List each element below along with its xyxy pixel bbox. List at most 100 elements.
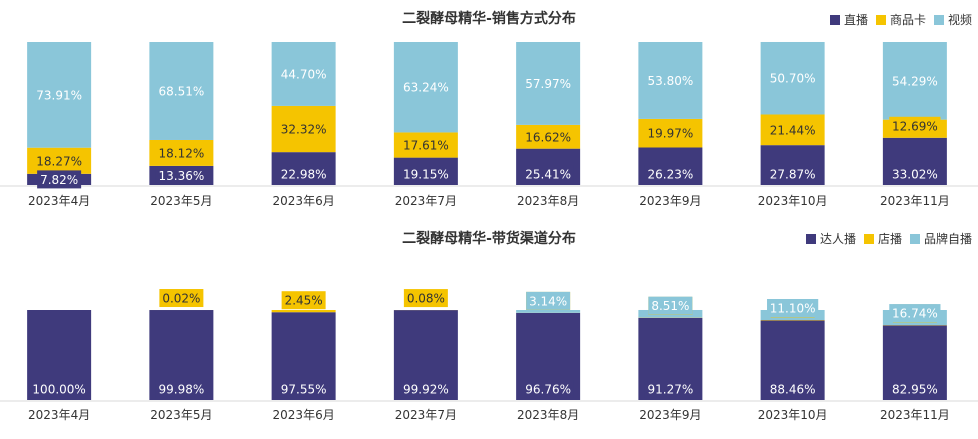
data-label-bg <box>159 289 204 308</box>
data-label-bg <box>767 298 819 317</box>
data-label-bg <box>278 64 330 83</box>
data-label: 22.98% <box>281 168 327 182</box>
legend-label: 品牌自播 <box>923 232 972 246</box>
x-tick-label: 2023年5月 <box>150 408 212 422</box>
bar-segment-2[interactable] <box>271 310 336 313</box>
x-tick-label: 2023年6月 <box>273 194 335 208</box>
data-label: 57.97% <box>525 77 571 91</box>
data-label-bg <box>155 166 207 185</box>
data-label-bg <box>33 151 85 170</box>
data-label-bg <box>278 380 330 398</box>
data-label: 16.62% <box>525 130 571 144</box>
data-label-bg <box>400 165 452 183</box>
legend-item-2[interactable]: 店播 <box>863 230 902 247</box>
chart-2-title: 二裂酵母精华-带货渠道分布 <box>402 231 576 247</box>
data-label: 3.14% <box>529 294 567 308</box>
legend-item-3[interactable]: 视频 <box>933 11 972 28</box>
data-label: 2.45% <box>285 294 323 308</box>
legend-swatch <box>863 233 874 244</box>
data-label-bg <box>522 380 574 398</box>
data-label-bg <box>644 380 696 398</box>
data-label: 99.98% <box>158 383 204 397</box>
chart-2-legend: 达人播 店播 品牌自播 <box>805 230 972 247</box>
data-label: 99.92% <box>403 383 449 397</box>
data-label: 32.32% <box>281 123 327 137</box>
x-tick-label: 2023年9月 <box>639 408 701 422</box>
data-label-bg <box>37 170 82 189</box>
data-label-bg <box>889 71 941 90</box>
data-label: 100.00% <box>32 383 85 397</box>
data-label: 19.15% <box>403 168 449 182</box>
legend-label: 达人播 <box>819 232 856 246</box>
chart-2-plot: 100.00% 2023年4月 99.98% 0.02% 2023年5月 97.55% 2.… <box>0 289 978 422</box>
data-label-bg <box>403 289 448 308</box>
data-label-bg <box>522 74 574 93</box>
data-label: 96.76% <box>525 383 571 397</box>
data-label: 0.02% <box>162 292 200 306</box>
data-label: 16.74% <box>892 307 938 321</box>
data-label-bg <box>33 85 85 104</box>
data-label: 25.41% <box>525 168 571 182</box>
legend-swatch <box>933 14 944 25</box>
chart-1-legend: 直播 商品卡 视频 <box>829 11 972 28</box>
data-label-bg <box>400 78 452 97</box>
data-label: 18.27% <box>36 154 82 168</box>
x-tick-label: 2023年5月 <box>150 194 212 208</box>
data-label-bg <box>522 127 574 146</box>
data-label-bg <box>644 124 696 143</box>
data-label: 53.80% <box>647 74 693 88</box>
data-label: 0.08% <box>407 292 445 306</box>
data-label: 11.10% <box>770 301 816 315</box>
legend-item-1[interactable]: 直播 <box>829 11 868 28</box>
data-label: 7.82% <box>40 173 78 187</box>
data-label: 50.70% <box>770 72 816 86</box>
data-label-bg <box>526 291 571 310</box>
x-tick-label: 2023年11月 <box>880 194 950 208</box>
data-label: 8.51% <box>651 299 689 313</box>
data-label-bg <box>278 120 330 139</box>
data-label: 44.70% <box>281 67 327 81</box>
data-label-bg <box>767 165 819 183</box>
data-label: 33.02% <box>892 168 938 182</box>
data-label: 68.51% <box>158 84 204 98</box>
data-label-bg <box>889 380 941 398</box>
data-label-bg <box>400 136 452 155</box>
x-tick-label: 2023年7月 <box>395 408 457 422</box>
data-label: 54.29% <box>892 74 938 88</box>
data-label: 88.46% <box>770 383 816 397</box>
data-label: 97.55% <box>281 383 327 397</box>
x-tick-label: 2023年11月 <box>880 408 950 422</box>
legend-swatch <box>805 233 816 244</box>
data-label: 18.12% <box>158 146 204 160</box>
legend-item-3[interactable]: 品牌自播 <box>909 230 972 247</box>
legend-swatch <box>909 233 920 244</box>
data-label-bg <box>155 143 207 162</box>
data-label: 27.87% <box>770 168 816 182</box>
data-label-bg <box>155 81 207 100</box>
data-label-bg <box>648 296 693 315</box>
data-label-bg <box>767 380 819 398</box>
x-tick-label: 2023年10月 <box>758 408 828 422</box>
data-label-bg <box>281 291 326 310</box>
bar-segment-3[interactable] <box>516 310 581 313</box>
data-label-bg <box>400 380 452 398</box>
data-label-bg <box>889 116 941 135</box>
data-label: 19.97% <box>647 127 693 141</box>
data-label-bg <box>889 165 941 183</box>
data-label-bg <box>889 304 941 323</box>
chart-1-plot: 7.82% 18.27% 73.91% 2023年4月 13.36% 18.12% 68.5… <box>0 41 978 208</box>
data-label-bg <box>278 165 330 183</box>
x-tick-label: 2023年4月 <box>28 194 90 208</box>
data-label: 17.61% <box>403 139 449 153</box>
data-label: 73.91% <box>36 88 82 102</box>
data-label: 21.44% <box>770 123 816 137</box>
data-label: 13.36% <box>158 169 204 183</box>
data-label-bg <box>155 380 207 398</box>
legend-label: 店播 <box>877 232 902 246</box>
data-label-bg <box>644 71 696 90</box>
x-tick-label: 2023年9月 <box>639 194 701 208</box>
legend-item-1[interactable]: 达人播 <box>805 230 856 247</box>
data-label: 26.23% <box>647 168 693 182</box>
legend-item-2[interactable]: 商品卡 <box>875 11 926 28</box>
